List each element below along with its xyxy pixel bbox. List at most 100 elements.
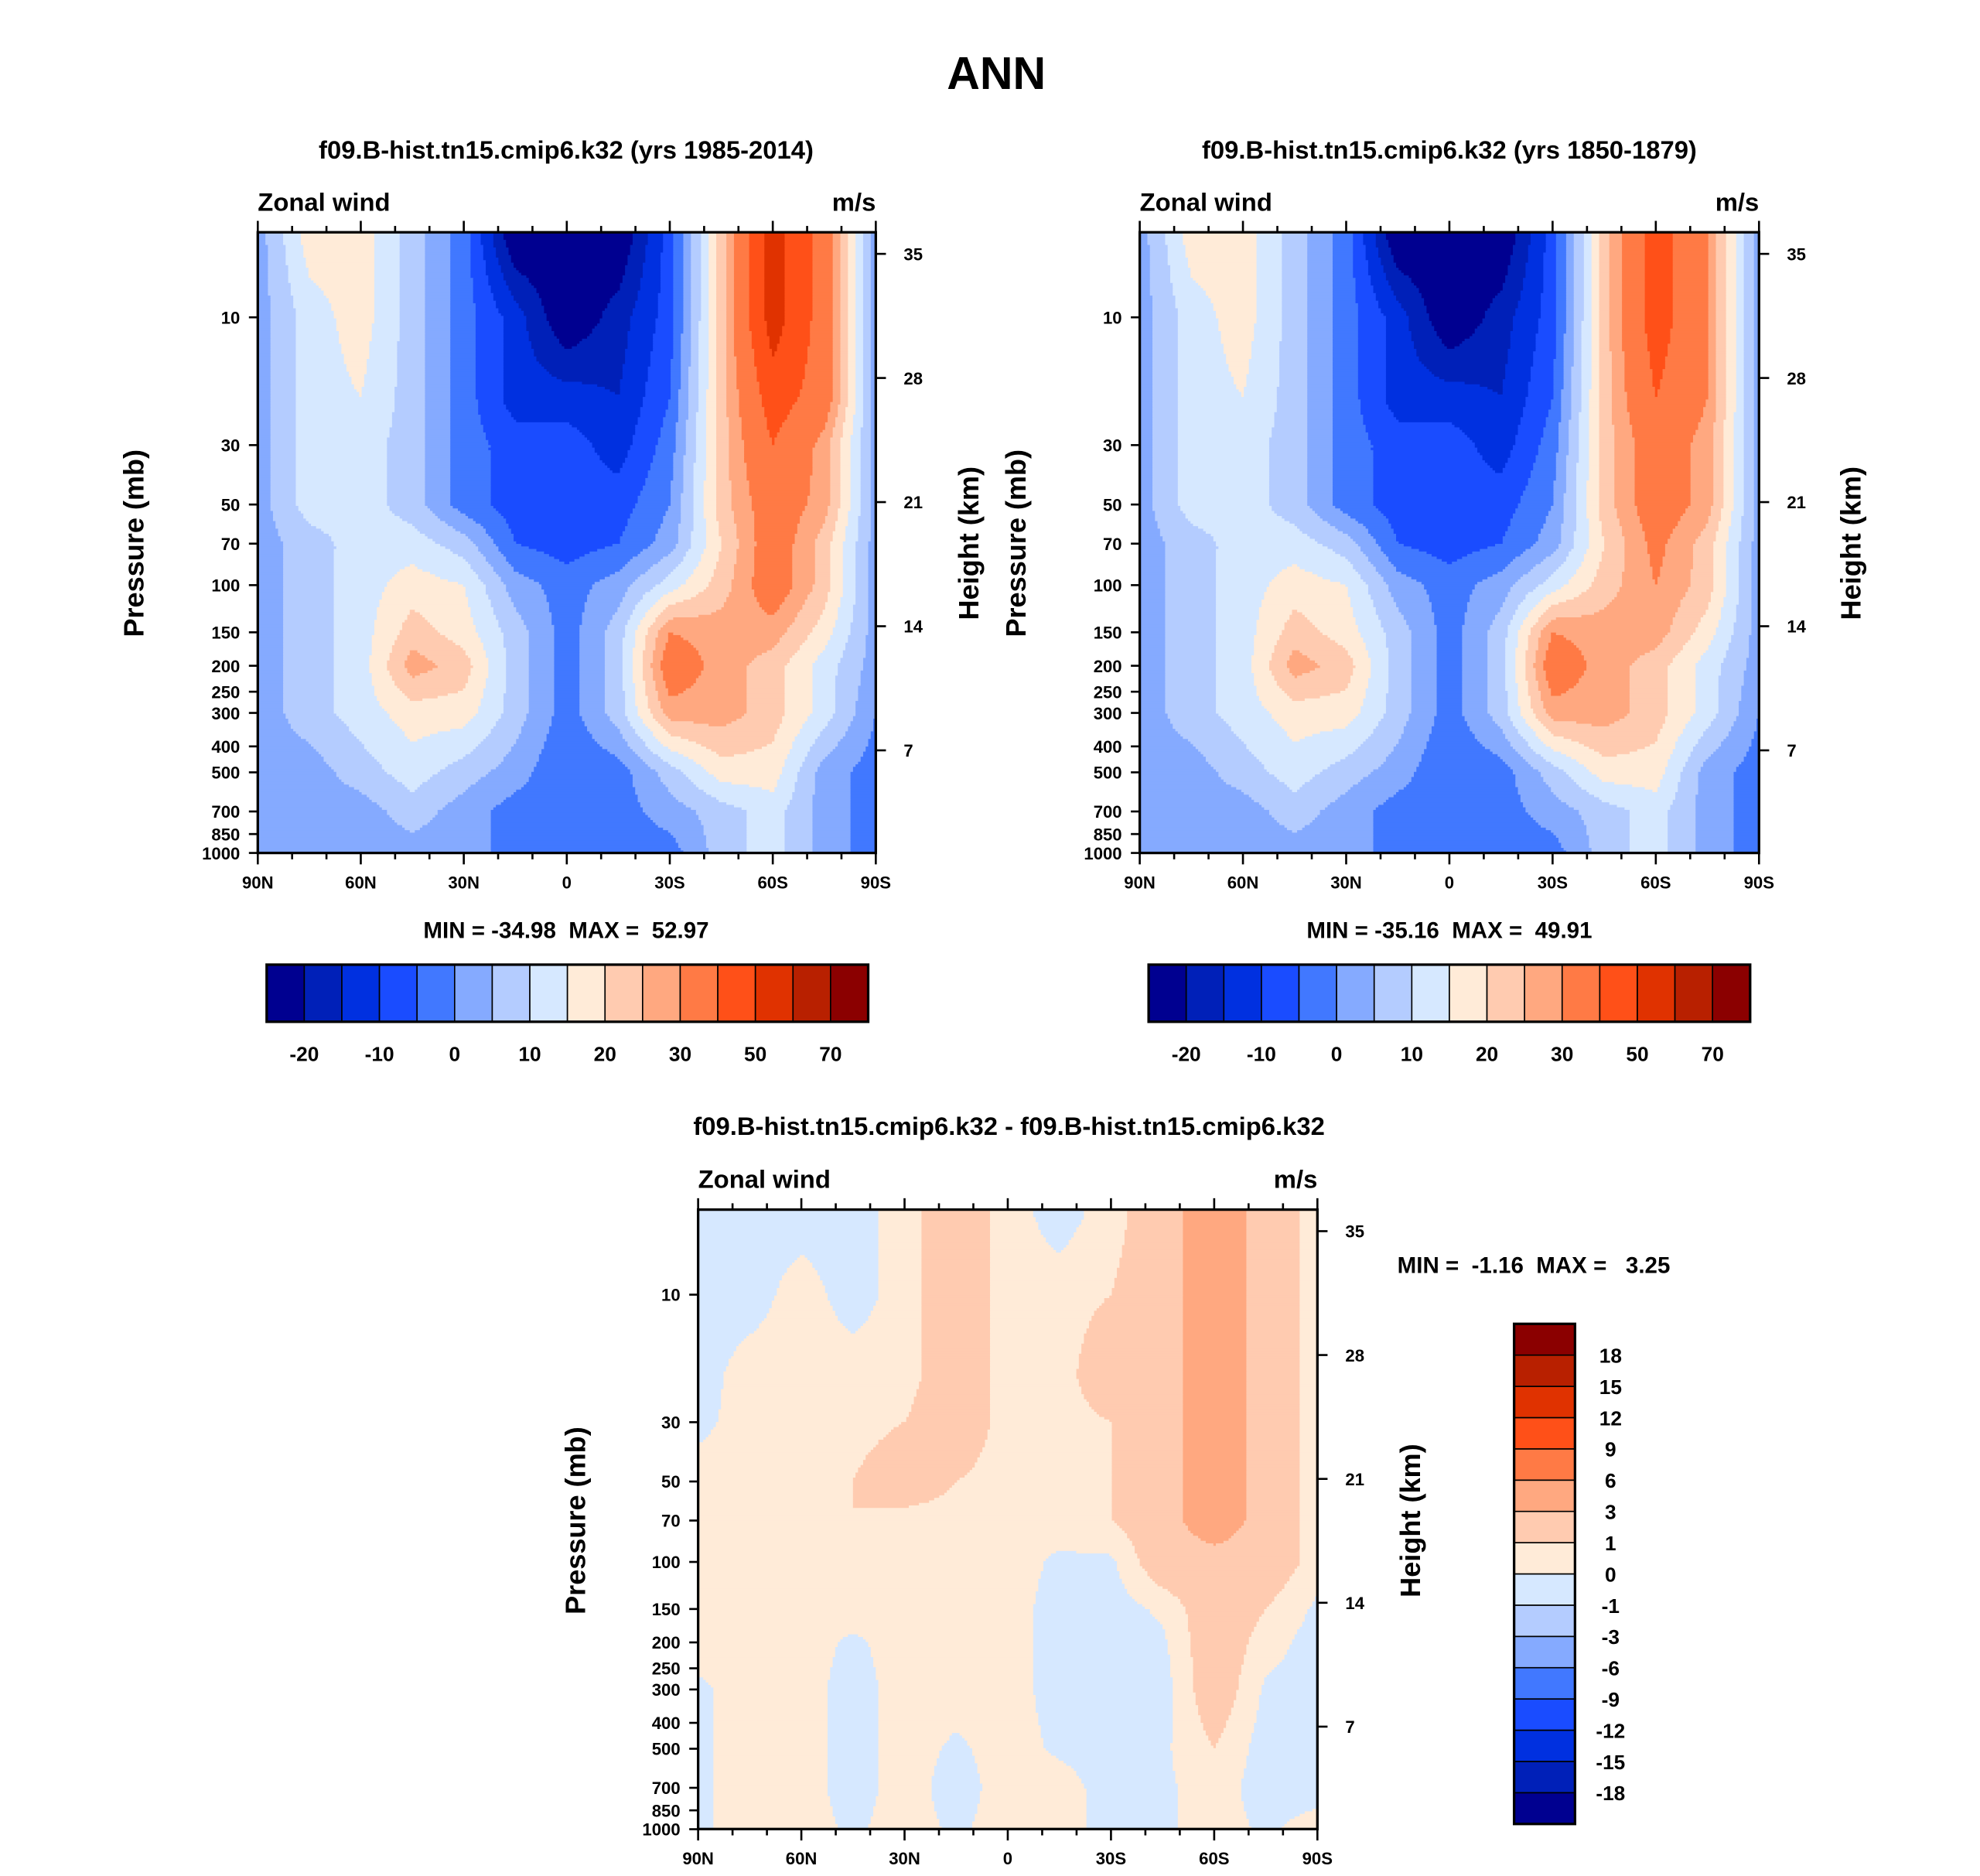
contour-band [810,490,831,494]
contour-band [450,404,479,408]
contour-band [870,391,876,395]
contour-band [283,234,302,238]
contour-band [258,232,266,236]
contour-band [705,473,717,477]
contour-band [351,379,365,383]
contour-band [425,495,451,499]
contour-band [848,242,856,246]
contour-band [870,343,876,347]
contour-band [870,240,876,244]
contour-band [716,376,727,380]
contour-band [538,361,626,365]
contour-band [425,447,451,451]
contour-band [339,341,370,344]
contour-band [716,498,732,502]
contour-band [531,341,560,344]
contour-band [683,278,691,282]
contour-band [862,336,872,340]
contour-band [681,495,695,499]
contour-band [450,495,492,499]
contour-band [832,280,842,284]
contour-band [693,477,707,481]
contour-band [667,407,679,411]
contour-band [615,391,621,395]
contour-band [620,467,651,471]
contour-band [855,326,864,330]
contour-band [693,495,705,499]
contour-band [270,356,297,360]
contour-band [270,465,297,469]
contour-band [445,546,479,550]
contour-band [716,374,727,378]
contour-band [830,470,842,474]
contour-band [858,536,872,540]
contour-band [562,379,621,383]
contour-band [729,477,747,481]
contour-band [268,260,286,264]
contour-band [632,242,649,246]
contour-band [840,376,848,380]
contour-band [270,323,297,327]
contour-band [425,358,451,362]
contour-band [579,341,629,344]
contour-band [733,260,750,264]
contour-band [832,366,842,370]
contour-band [399,320,426,324]
contour-band [736,374,758,378]
contour-band [860,427,872,431]
contour-band [450,498,492,502]
contour-band [554,330,593,334]
contour-band [478,576,502,580]
contour-band [868,544,876,547]
contour-band [870,513,876,517]
contour-band [389,432,426,436]
contour-band [848,376,856,380]
contour-band [425,308,451,312]
contour-band [285,244,304,248]
contour-band [673,354,681,357]
contour-band [840,346,848,350]
contour-band [493,240,507,244]
contour-band [425,501,451,504]
contour-band [749,282,765,286]
contour-band [536,356,626,360]
contour-band [818,437,831,441]
contour-band [862,298,872,302]
contour-band [830,564,844,568]
contour-band [486,272,504,276]
contour-band [660,260,674,264]
contour-band [450,237,472,241]
contour-band [716,387,727,390]
contour-band [716,356,727,360]
contour-band [640,407,669,411]
contour-band [695,427,707,431]
contour-band [622,275,644,278]
contour-band [298,505,391,509]
contour-band [647,232,664,236]
contour-band [630,244,647,248]
contour-band [754,548,793,552]
contour-band [719,556,737,560]
contour-band [840,437,852,441]
contour-band [703,503,717,507]
contour-band [683,323,691,327]
contour-band [478,402,504,405]
contour-band [452,526,484,530]
contour-band [683,308,691,312]
contour-band [258,333,271,337]
contour-band [862,351,872,355]
contour-band [850,505,862,509]
contour-band [812,288,834,292]
contour-band [486,584,507,588]
contour-band [685,443,697,446]
contour-band [374,285,401,289]
contour-band [514,296,540,299]
contour-band [640,415,667,418]
contour-band [703,513,717,517]
contour-band [303,250,375,254]
contour-band [270,439,297,443]
contour-band [855,250,864,254]
contour-band [632,435,661,439]
contour-band [870,354,876,357]
contour-band [716,285,727,289]
